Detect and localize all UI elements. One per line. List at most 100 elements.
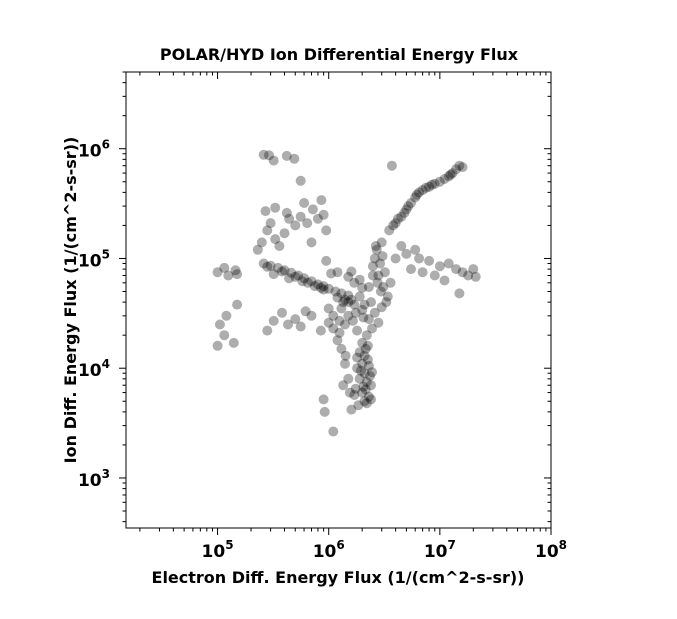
x-tick-label: 106 [313,538,345,562]
data-point [373,317,384,328]
data-point [417,185,428,196]
data-point [302,218,313,229]
data-point [268,315,279,326]
data-point [328,323,339,334]
data-point [366,297,376,308]
y-axis-label: Ion Diff. Energy Flux (1/(cm^2-s-sr)) [61,137,80,464]
data-point [403,201,414,212]
data-point [388,220,399,231]
data-point [357,282,368,293]
data-point [361,330,372,341]
data-point [360,343,371,354]
data-point [362,354,373,365]
data-point [349,390,360,400]
data-point [384,225,395,236]
data-point [445,169,456,180]
data-point [381,297,392,308]
data-point [306,276,317,287]
data-point [357,337,368,348]
data-point [352,363,363,374]
data-point [357,387,368,398]
data-point [302,277,313,288]
data-point [362,340,373,351]
data-point [349,277,360,288]
data-point [434,176,445,187]
data-point [309,281,320,292]
data-point [290,271,301,282]
data-point [256,237,267,248]
data-point [424,181,435,192]
data-point [340,358,350,369]
data-point [273,262,283,273]
data-point [319,406,330,417]
data-point [439,275,450,286]
data-point [340,294,350,305]
data-point [279,265,290,276]
data-point [336,343,347,354]
data-point [367,323,377,334]
data-point [347,315,358,326]
data-point [299,273,310,284]
data-point [424,255,435,266]
data-point [377,251,388,262]
data-point [354,373,365,384]
data-point [312,279,323,290]
data-point [264,150,274,161]
data-point [346,294,357,305]
data-point [315,282,326,293]
data-point [332,292,343,303]
data-point [316,195,327,206]
data-point [393,213,403,224]
data-point [372,277,383,288]
data-point [265,218,276,229]
data-point [262,325,273,336]
data-point [277,307,287,318]
data-point [396,211,407,222]
data-point [367,367,377,378]
data-point [443,258,454,269]
data-point [338,380,349,391]
data-point [274,241,285,251]
data-point [399,207,410,218]
data-point [470,271,481,282]
data-point [396,241,407,251]
data-point [363,391,374,402]
data-point [447,168,458,179]
data-point [355,365,366,376]
data-point [318,394,329,405]
data-point [410,192,421,203]
data-point [323,283,334,294]
data-point [468,264,479,275]
data-point [258,149,269,160]
data-point [439,174,450,184]
data-point [328,310,339,321]
data-point [366,394,376,405]
x-axis-label: Electron Diff. Energy Flux (1/(cm^2-s-sr… [152,568,525,587]
y-tick-label: 104 [78,357,110,381]
x-tick-label: 107 [424,538,456,562]
data-point [359,299,370,310]
data-point [443,171,454,182]
data-point [363,360,374,371]
data-point [371,244,382,255]
y-tick-label: 103 [78,467,110,491]
data-point [252,244,263,255]
data-point [451,164,462,175]
data-point [349,299,360,310]
y-tick-label: 105 [78,247,110,271]
data-point [295,175,306,186]
data-point [293,270,304,281]
data-point [290,220,301,231]
data-point [315,325,326,336]
data-point [279,228,290,239]
data-point [270,234,281,245]
data-point [295,211,306,222]
data-point [281,150,292,161]
data-point [336,288,347,299]
data-point [343,373,354,384]
data-point [379,267,390,278]
plot-frame [125,71,552,529]
data-point [350,307,361,318]
scatter-points [212,149,481,437]
